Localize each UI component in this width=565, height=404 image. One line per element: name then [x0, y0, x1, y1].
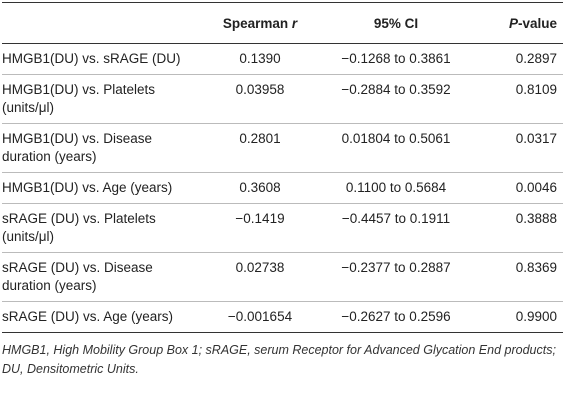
cell-value: −0.4457 to 0.1911 — [326, 203, 466, 253]
header-blank — [2, 2, 194, 44]
table-row: HMGB1(DU) vs. Platelets (units/μl) 0.0395… — [2, 74, 563, 124]
header-cell: P-value — [466, 2, 563, 44]
header-text: r — [291, 15, 298, 31]
row-label: HMGB1(DU) vs. Platelets (units/μl) — [2, 74, 194, 124]
cell-value: −0.2627 to 0.2596 — [326, 301, 466, 333]
table-body: HMGB1(DU) vs. sRAGE (DU) 0.1390 −0.1268 to… — [2, 43, 563, 333]
cell-value: 0.3888 — [466, 203, 563, 253]
table-row: HMGB1(DU) vs. Disease duration (years) 0.… — [2, 123, 563, 173]
table-header: Spearman r 95% CI P-value — [2, 2, 563, 44]
cell-value: −0.1419 — [194, 203, 326, 253]
cell-value: 0.1100 to 0.5684 — [326, 172, 466, 204]
table-row: HMGB1(DU) vs. Age (years) 0.3608 0.1100 to… — [2, 172, 563, 204]
cell-value: −0.2377 to 0.2887 — [326, 252, 466, 302]
table-row: sRAGE (DU) vs. Age (years) −0.001654 −0.26… — [2, 301, 563, 333]
header-row: Spearman r 95% CI P-value — [2, 2, 563, 44]
table-row: HMGB1(DU) vs. sRAGE (DU) 0.1390 −0.1268 to… — [2, 43, 563, 75]
row-label: sRAGE (DU) vs. Disease duration (years) — [2, 252, 194, 302]
cell-value: 0.1390 — [194, 43, 326, 75]
cell-value: 0.0046 — [466, 172, 563, 204]
header-cell: 95% CI — [326, 2, 466, 44]
header-text: P — [508, 15, 518, 31]
cell-value: 0.0317 — [466, 123, 563, 173]
row-label: HMGB1(DU) vs. Disease duration (years) — [2, 123, 194, 173]
results-table: Spearman r 95% CI P-value HMGB1(DU) vs. sR… — [2, 2, 563, 333]
cell-value: 0.9900 — [466, 301, 563, 333]
table-row: sRAGE (DU) vs. Platelets (units/μl) −0.14… — [2, 203, 563, 253]
cell-value: 0.2897 — [466, 43, 563, 75]
row-label: HMGB1(DU) vs. sRAGE (DU) — [2, 43, 194, 75]
cell-value: 0.3608 — [194, 172, 326, 204]
header-text: -value — [517, 15, 557, 31]
cell-value: 0.03958 — [194, 74, 326, 124]
row-label: sRAGE (DU) vs. Platelets (units/μl) — [2, 203, 194, 253]
header-text: 95% CI — [373, 15, 419, 31]
cell-value: −0.2884 to 0.3592 — [326, 74, 466, 124]
footnote: HMGB1, High Mobility Group Box 1; sRAGE,… — [2, 343, 556, 376]
row-label: sRAGE (DU) vs. Age (years) — [2, 301, 194, 333]
cell-value: −0.1268 to 0.3861 — [326, 43, 466, 75]
header-cell: Spearman r — [194, 2, 326, 44]
header-text: Spearman — [222, 15, 292, 31]
table-row: sRAGE (DU) vs. Disease duration (years) 0… — [2, 252, 563, 302]
row-label: HMGB1(DU) vs. Age (years) — [2, 172, 194, 204]
cell-value: −0.001654 — [194, 301, 326, 333]
cell-value: 0.01804 to 0.5061 — [326, 123, 466, 173]
cell-value: 0.8369 — [466, 252, 563, 302]
cell-value: 0.2801 — [194, 123, 326, 173]
cell-value: 0.8109 — [466, 74, 563, 124]
cell-value: 0.02738 — [194, 252, 326, 302]
